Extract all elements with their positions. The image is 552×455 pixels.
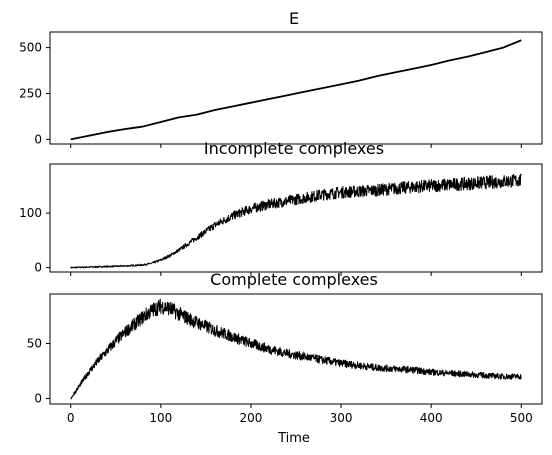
x-tick-label: 200 xyxy=(239,411,262,425)
x-axis-label: Time xyxy=(277,431,310,446)
x-tick-label: 500 xyxy=(510,411,533,425)
plot-frame xyxy=(49,293,543,405)
series-line xyxy=(70,39,522,141)
panel-incomplete-complexes: Incomplete complexes 0 100 xyxy=(19,139,543,276)
plot-frame xyxy=(49,163,543,273)
x-tick-label: 300 xyxy=(330,411,353,425)
x-tick-label: 400 xyxy=(420,411,443,425)
panel-complete-complexes: Complete complexes Time 0 100 200 300 400 500… xyxy=(27,270,543,446)
y-tick-label: 500 xyxy=(19,41,42,55)
y-tick-label: 50 xyxy=(27,337,42,351)
panel-title: E xyxy=(289,9,299,28)
y-tick-label: 0 xyxy=(34,261,42,275)
series-line xyxy=(70,298,522,400)
x-tick-label: 100 xyxy=(149,411,172,425)
panel-title: Incomplete complexes xyxy=(204,139,384,158)
panel-e: E 0 250 500 xyxy=(19,9,543,148)
panel-title: Complete complexes xyxy=(210,270,378,289)
y-tick-label: 250 xyxy=(19,87,42,101)
plot-frame xyxy=(49,31,543,145)
y-tick-label: 0 xyxy=(34,132,42,146)
y-tick-label: 0 xyxy=(34,392,42,406)
series-line xyxy=(70,173,522,269)
x-tick-label: 0 xyxy=(67,411,75,425)
y-tick-label: 100 xyxy=(19,206,42,220)
